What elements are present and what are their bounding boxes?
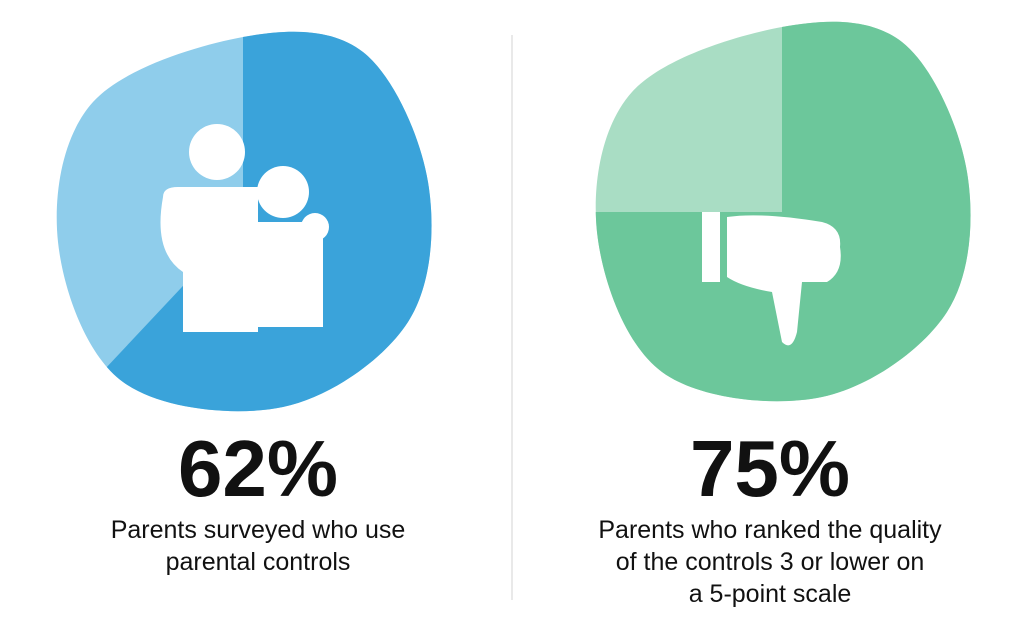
value-label: 62% [178, 424, 338, 513]
caption: Parents surveyed who use [111, 516, 406, 544]
caption: Parents who ranked the quality [598, 516, 942, 544]
icon [257, 166, 309, 218]
icon [189, 124, 245, 180]
icon-group [160, 124, 329, 332]
caption: a 5-point scale [689, 580, 852, 608]
icon [727, 215, 841, 346]
caption: parental controls [166, 548, 351, 576]
icon [301, 213, 329, 241]
icon [253, 222, 323, 327]
value-label: 75% [690, 424, 850, 513]
caption: of the controls 3 or lower on [616, 548, 925, 576]
icon [160, 187, 258, 332]
icon-group [702, 212, 841, 346]
icon [702, 212, 720, 282]
